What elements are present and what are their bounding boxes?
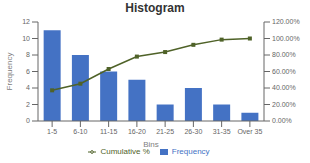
svg-text:16-20: 16-20 [128, 128, 146, 135]
svg-text:60.00%: 60.00% [272, 68, 296, 75]
svg-text:2: 2 [26, 101, 30, 108]
svg-text:20.00%: 20.00% [272, 101, 296, 108]
svg-text:0.00%: 0.00% [272, 117, 292, 124]
svg-text:6: 6 [26, 68, 30, 75]
svg-text:Frequency: Frequency [8, 53, 14, 91]
svg-text:80.00%: 80.00% [272, 51, 296, 58]
svg-text:10: 10 [22, 35, 30, 42]
svg-text:1-5: 1-5 [47, 128, 57, 135]
svg-text:Over 35: Over 35 [237, 128, 262, 135]
svg-text:12: 12 [22, 18, 30, 25]
svg-text:0: 0 [26, 117, 30, 124]
svg-text:26-30: 26-30 [184, 128, 202, 135]
svg-text:6-10: 6-10 [73, 128, 87, 135]
svg-text:100.00%: 100.00% [272, 35, 300, 42]
svg-text:11-15: 11-15 [100, 128, 117, 135]
svg-text:8: 8 [26, 51, 30, 58]
svg-text:31-35: 31-35 [213, 128, 231, 135]
svg-text:40.00%: 40.00% [272, 84, 296, 91]
svg-text:21-25: 21-25 [156, 128, 174, 135]
svg-text:Bins: Bins [143, 140, 159, 149]
svg-text:120.00%: 120.00% [272, 18, 300, 25]
html-text:Frequency: Frequency [171, 147, 210, 156]
svg-text:4: 4 [26, 84, 30, 91]
html-text:Histogram: Histogram [125, 1, 185, 15]
html-text:Cumulative %: Cumulative % [100, 147, 150, 156]
